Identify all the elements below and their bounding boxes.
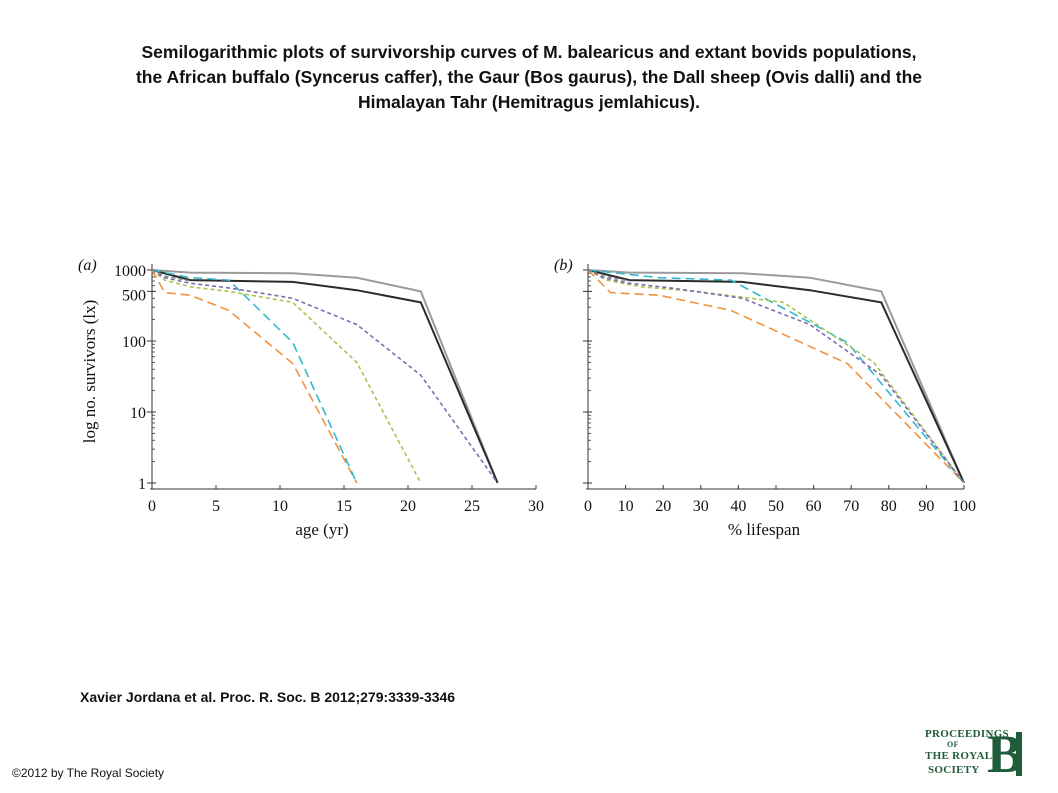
- series-line-black: [587, 269, 965, 484]
- x-tick-label: 40: [730, 498, 746, 515]
- logo-line-2: OF: [947, 740, 959, 749]
- x-tick-label: 10: [618, 498, 634, 515]
- x-tick-label: 5: [212, 498, 220, 515]
- y-axis-label: log no. survivors (lx): [80, 300, 99, 444]
- logo-line-4: SOCIETY: [928, 764, 980, 776]
- x-tick-label: 70: [843, 498, 859, 515]
- citation: Xavier Jordana et al. Proc. R. Soc. B 20…: [80, 689, 456, 705]
- panel-label: (a): [78, 257, 97, 274]
- y-tick-label: 500: [122, 287, 146, 304]
- proceedings-b-logo: PROCEEDINGS OF THE ROYAL SOCIETY B: [925, 727, 1025, 781]
- x-tick-label: 0: [148, 498, 156, 515]
- x-tick-label: 90: [918, 498, 934, 515]
- title-line-1: Semilogarithmic plots of survivorship cu…: [141, 42, 917, 62]
- series-line-gray_dashed: [151, 269, 191, 282]
- y-tick-label: 100: [122, 334, 146, 351]
- x-tick-label: 50: [768, 498, 784, 515]
- series-line-purple: [151, 269, 499, 484]
- series-line-green: [587, 269, 965, 484]
- x-tick-label: 100: [952, 498, 976, 515]
- series-line-gray: [151, 269, 499, 484]
- panel-a: 0 5 10 15 20 25 30 1 10 100 500 1000 (a) age (yr) log …: [78, 257, 544, 539]
- x-tick-label: 60: [806, 498, 822, 515]
- y-tick-label: 10: [130, 405, 146, 422]
- copyright-notice: ©2012 by The Royal Society: [12, 766, 165, 780]
- title-line-3: Himalayan Tahr (Hemitragus jemlahicus).: [357, 92, 700, 112]
- figure-title: Semilogarithmic plots of survivorship cu…: [40, 40, 1018, 115]
- series-line-gray: [587, 269, 965, 484]
- title-line-2: the African buffalo (Syncerus caffer), t…: [135, 67, 923, 87]
- series-line-green: [151, 269, 422, 484]
- x-tick-label: 0: [584, 498, 592, 515]
- x-tick-label: 15: [336, 498, 352, 515]
- series-line-purple: [587, 269, 965, 484]
- series-line-black: [151, 269, 499, 484]
- x-tick-label: 30: [693, 498, 709, 515]
- x-axis-label: % lifespan: [728, 520, 801, 539]
- x-tick-label: 20: [400, 498, 416, 515]
- panel-b: 0 10 20 30 40 50 60 70 80 90 100 (b) % lifespan: [554, 257, 976, 539]
- panel-label: (b): [554, 257, 573, 274]
- x-tick-label: 80: [881, 498, 897, 515]
- x-tick-label: 25: [464, 498, 480, 515]
- y-tick-label: 1000: [114, 263, 146, 280]
- x-axis-label: age (yr): [295, 520, 348, 539]
- series-line-cyan: [587, 269, 965, 484]
- logo-line-1: PROCEEDINGS: [925, 728, 1009, 740]
- series-line-gray_dashed: [587, 269, 630, 282]
- logo-line-3: THE ROYAL: [925, 750, 993, 762]
- logo-side-bar: [1016, 732, 1022, 776]
- x-tick-label: 20: [655, 498, 671, 515]
- series-line-orange: [151, 269, 358, 484]
- x-tick-label: 10: [272, 498, 288, 515]
- series-line-cyan: [151, 269, 358, 484]
- y-tick-label: 1: [138, 476, 146, 493]
- series-line-orange: [587, 269, 965, 484]
- x-tick-label: 30: [528, 498, 544, 515]
